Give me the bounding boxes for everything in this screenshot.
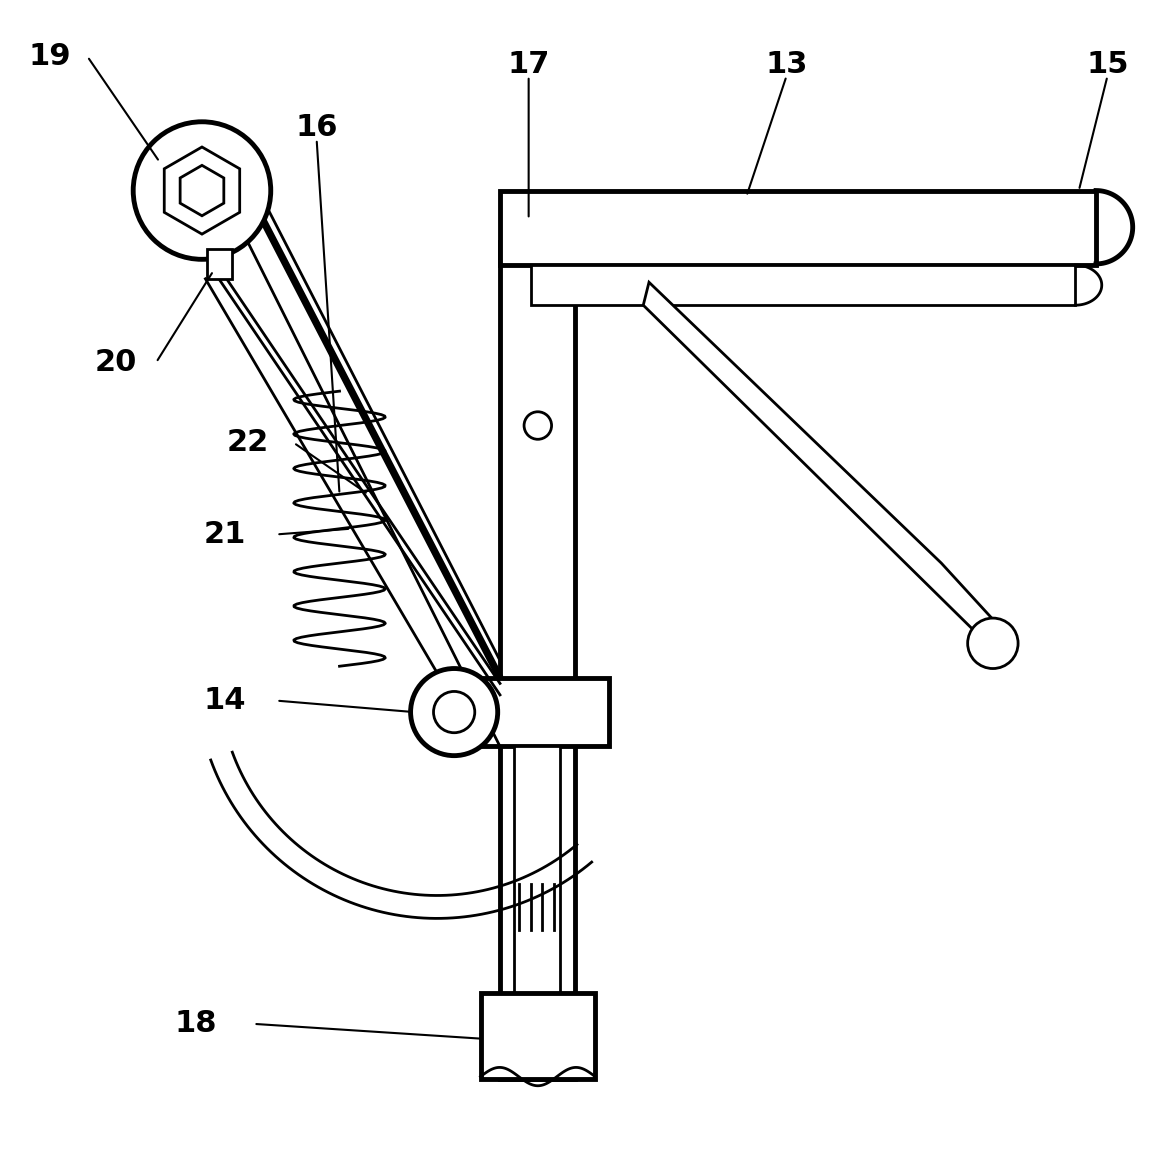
Circle shape — [524, 411, 552, 440]
Text: 14: 14 — [203, 686, 246, 715]
Polygon shape — [180, 165, 224, 216]
Bar — [480, 993, 595, 1079]
Text: 19: 19 — [29, 42, 71, 71]
Circle shape — [433, 691, 475, 732]
Text: 16: 16 — [295, 113, 338, 142]
Polygon shape — [164, 146, 240, 234]
Bar — [514, 747, 560, 1079]
Circle shape — [133, 122, 271, 259]
Text: 18: 18 — [175, 1009, 217, 1038]
Text: 17: 17 — [508, 50, 550, 79]
Polygon shape — [643, 282, 1004, 655]
Bar — [500, 243, 574, 1079]
Bar — [207, 248, 232, 279]
Text: 15: 15 — [1086, 50, 1128, 79]
Bar — [500, 191, 1096, 265]
Circle shape — [410, 668, 498, 756]
Text: 21: 21 — [203, 520, 246, 548]
Bar — [460, 677, 609, 747]
Bar — [531, 265, 1075, 305]
Circle shape — [967, 618, 1018, 668]
Text: 20: 20 — [95, 348, 137, 377]
Text: 22: 22 — [226, 428, 269, 457]
Circle shape — [142, 131, 262, 250]
Text: 13: 13 — [765, 50, 808, 79]
